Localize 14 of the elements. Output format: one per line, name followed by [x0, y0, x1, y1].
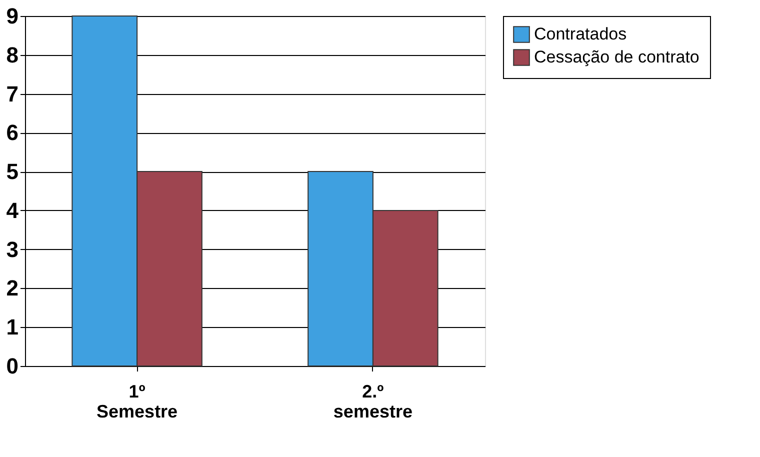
y-tick-label: 3: [6, 236, 18, 262]
y-tick-label: 9: [6, 4, 18, 28]
y-tick-label: 0: [6, 354, 18, 378]
y-tick-label: 5: [6, 159, 18, 184]
y-tick-label: 8: [6, 42, 18, 68]
y-tick-label: 6: [6, 120, 18, 146]
y-tick-label: 7: [6, 81, 18, 106]
y-tick-label: 2: [6, 276, 18, 301]
legend-label: Contratados: [534, 24, 627, 44]
x-tick-label: 1º Semestre: [96, 382, 178, 422]
y-tick-label: 4: [6, 198, 20, 223]
x-tick-label: 2.º semestre: [333, 382, 412, 422]
y-tick-label: 1: [6, 314, 18, 340]
legend-label: Cessação de contrato: [534, 48, 700, 66]
